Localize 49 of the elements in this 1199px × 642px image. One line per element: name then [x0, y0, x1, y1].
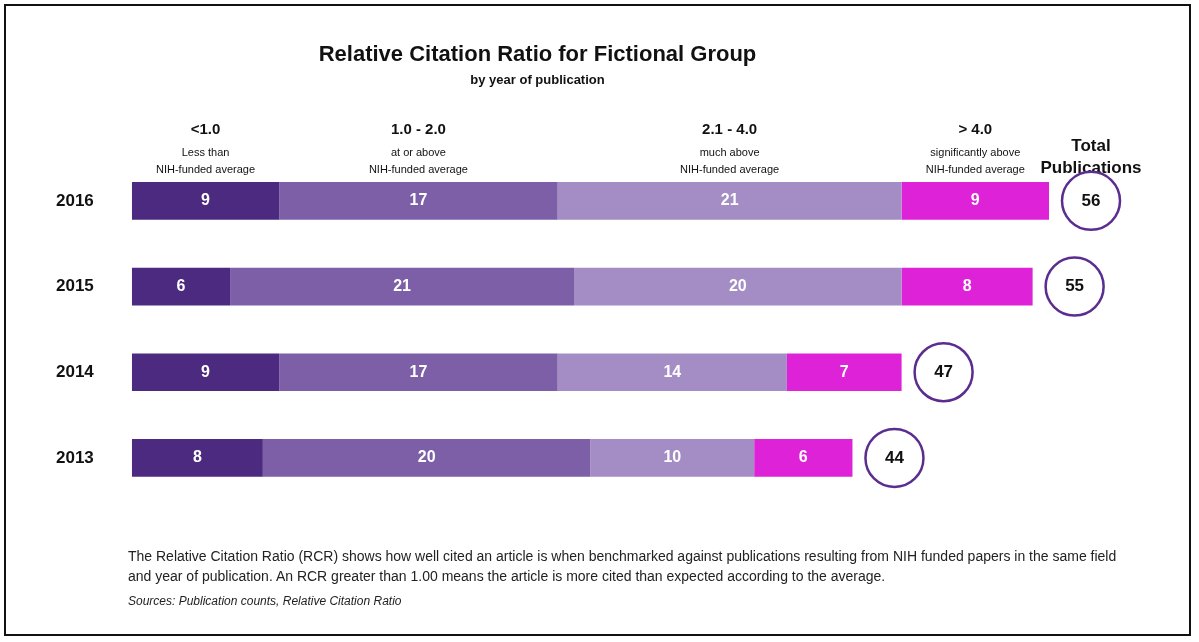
bar — [901, 182, 1049, 220]
y-tick-label: 2013 — [55, 447, 94, 467]
data-label: 20 — [728, 276, 747, 294]
bar — [279, 353, 558, 392]
bar — [574, 267, 902, 306]
data-label: 8 — [192, 448, 202, 466]
bar — [262, 439, 591, 477]
bar — [901, 267, 1033, 306]
bar — [131, 439, 263, 477]
data-label: 21 — [720, 191, 739, 209]
bar — [557, 353, 787, 392]
data-label: 17 — [409, 362, 428, 380]
chart-subtitle: by year of publication — [470, 71, 605, 87]
legend-title: Total Publications — [1040, 135, 1142, 177]
data-label: 7 — [839, 362, 849, 380]
bar — [279, 182, 558, 220]
data-label: 20 — [417, 448, 436, 466]
total-label: 44 — [885, 447, 905, 467]
bar — [131, 353, 280, 392]
data-label: 9 — [201, 362, 211, 380]
total-label: 55 — [1065, 276, 1085, 296]
total-label: 47 — [934, 361, 954, 381]
bar — [131, 267, 231, 306]
data-label: 6 — [798, 448, 808, 466]
data-label: 17 — [409, 191, 428, 209]
data-label: 10 — [663, 448, 682, 466]
data-label: 6 — [176, 276, 186, 294]
bar — [590, 439, 755, 477]
data-label: 9 — [201, 191, 211, 209]
data-label: 8 — [962, 276, 972, 294]
data-label: 14 — [663, 362, 682, 380]
series-label: 2.1 - 4.0 much above NIH-funded average — [680, 120, 780, 176]
y-tick-label: 2015 — [55, 276, 94, 296]
y-tick-label: 2016 — [55, 190, 94, 210]
series-label: > 4.0 significantly above NIH-funded average — [925, 120, 1025, 176]
total-label: 56 — [1081, 190, 1101, 210]
bar — [786, 353, 902, 392]
y-tick-label: 2014 — [55, 361, 95, 381]
data-label: 21 — [393, 276, 412, 294]
series-label: 1.0 - 2.0 at or above NIH-funded average — [368, 120, 468, 176]
series-label: <1.0 Less than NIH-funded average — [155, 120, 256, 176]
text: The Relative Citation Ratio (RCR) shows how well cited an article is when benchmarked against publications resulting from NIH funded papers in the same field and year of publication. An RCR greater than 1.00 means the article is more cited than expected according to the average. — [128, 547, 1118, 587]
source-note: Sources: Publication counts, Relative Citation Ratio — [128, 592, 403, 610]
bar — [754, 439, 853, 477]
chart-title: Relative Citation Ratio for Fictional Group — [318, 41, 757, 67]
bar — [557, 182, 902, 220]
bar — [131, 182, 280, 220]
bar — [230, 267, 575, 306]
data-label: 9 — [970, 191, 980, 209]
